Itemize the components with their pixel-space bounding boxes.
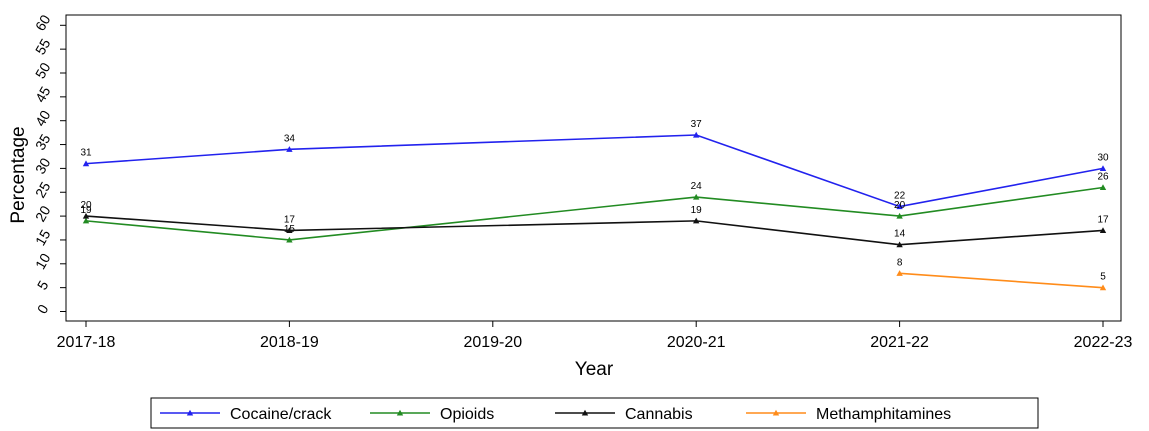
y-tick-label: 40 [32, 107, 54, 129]
data-point-cannabis [1099, 227, 1107, 233]
data-label-opioids: 26 [1097, 171, 1109, 182]
legend-marker-opioids [396, 409, 404, 416]
data-point-opioids [82, 217, 90, 224]
legend-label-opioids: Opioids [440, 406, 494, 423]
legend-marker-cannabis [581, 409, 589, 416]
legend: Cocaine/crack Opioids Cannabis Methamphitam… [160, 406, 951, 423]
x-tick-label: 2021-22 [870, 334, 929, 351]
data-label-opioids: 19 [80, 205, 92, 216]
x-tick-label: 2018-19 [260, 334, 319, 351]
data-point-cannabis [286, 227, 293, 233]
y-tick-label: 35 [32, 131, 54, 153]
y-axis-title: Percentage [8, 126, 29, 223]
data-point-methamphitamines [896, 270, 903, 276]
y-tick-label: 60 [32, 12, 54, 34]
data-label-methamphitamines: 8 [897, 257, 903, 268]
data-label-cocaine-crack: 37 [691, 119, 703, 130]
legend-marker-cocaine-crack [186, 409, 194, 416]
x-axis-title: Year [575, 359, 614, 380]
data-label-cocaine-crack: 31 [80, 148, 92, 159]
data-point-cannabis [82, 212, 90, 219]
data-label-cannabis: 14 [894, 229, 906, 240]
y-tick-label: 20 [32, 203, 54, 225]
y-tick-label: 55 [32, 36, 54, 58]
legend-box [150, 397, 1039, 429]
legend-label-cocaine-crack: Cocaine/crack [230, 406, 332, 423]
data-point-cocaine-crack [286, 146, 293, 152]
data-label-cocaine-crack: 34 [284, 133, 296, 144]
data-point-cocaine-crack [693, 131, 700, 138]
data-label-cannabis: 19 [691, 205, 703, 216]
data-label-cocaine-crack: 30 [1097, 152, 1109, 163]
x-tick-label: 2019-20 [463, 334, 522, 351]
y-tick-label: 10 [32, 250, 54, 272]
data-point-cannabis [693, 217, 700, 224]
data-point-methamphitamines [1099, 284, 1107, 291]
data-point-cocaine-crack [1099, 165, 1107, 171]
data-label-opioids: 24 [691, 181, 703, 192]
data-label-opioids: 20 [894, 200, 906, 211]
data-point-opioids [896, 212, 903, 219]
legend-label-cannabis: Cannabis [625, 406, 693, 423]
y-tick-label: 15 [32, 227, 54, 249]
y-tick-label: 25 [32, 179, 54, 201]
y-tick-label: 45 [32, 83, 54, 105]
data-point-opioids [1099, 184, 1107, 191]
y-tick-label: 5 [34, 278, 52, 293]
legend-label-methamphitamines: Methamphitamines [816, 406, 951, 423]
x-tick-label: 2020-21 [667, 334, 726, 351]
legend-marker-methamphitamines [772, 409, 780, 416]
data-point-cocaine-crack [896, 203, 903, 210]
data-label-methamphitamines: 5 [1100, 272, 1106, 283]
data-point-opioids [693, 193, 700, 200]
series-line-opioids [85, 186, 1104, 241]
y-tick-label: 0 [34, 301, 52, 316]
series-line-cannabis [85, 215, 1104, 246]
y-tick-label: 50 [32, 60, 54, 82]
series-layer: 31343722301915242026201719141785 [80, 119, 1109, 291]
data-label-cocaine-crack: 22 [894, 191, 906, 202]
x-axis: 2017-18 2018-19 2019-20 2020-21 2021-22 2022-… [57, 321, 1133, 351]
data-label-cannabis: 17 [1097, 214, 1109, 225]
series-line-methamphitamines [899, 272, 1104, 289]
y-tick-label: 30 [32, 155, 54, 177]
x-tick-label: 2022-23 [1074, 334, 1133, 351]
plot-frame [65, 14, 1122, 322]
data-label-cannabis: 20 [80, 200, 92, 211]
x-tick-label: 2017-18 [57, 334, 116, 351]
data-label-cannabis: 17 [284, 214, 296, 225]
data-point-opioids [286, 236, 293, 243]
series-line-cocaine-crack [85, 134, 1104, 208]
data-point-cannabis [896, 241, 903, 248]
data-point-cocaine-crack [82, 160, 90, 167]
